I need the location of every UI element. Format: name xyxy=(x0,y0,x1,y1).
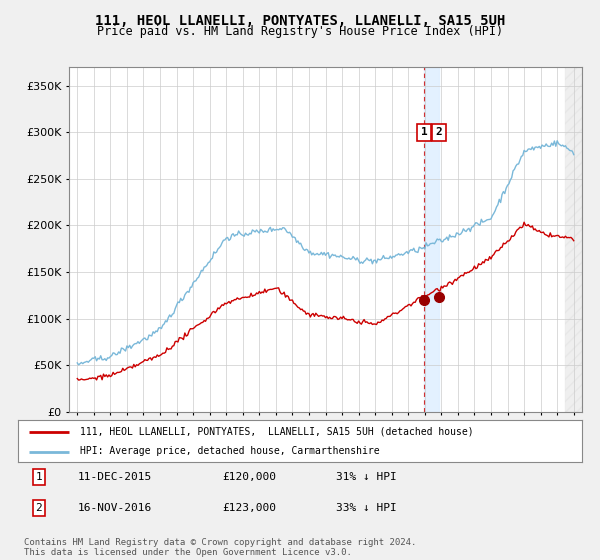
Text: HPI: Average price, detached house, Carmarthenshire: HPI: Average price, detached house, Carm… xyxy=(80,446,380,456)
Text: £120,000: £120,000 xyxy=(222,472,276,482)
Text: 16-NOV-2016: 16-NOV-2016 xyxy=(78,503,152,513)
Text: 33% ↓ HPI: 33% ↓ HPI xyxy=(336,503,397,513)
Bar xyxy=(424,67,439,412)
Text: £123,000: £123,000 xyxy=(222,503,276,513)
Text: 11-DEC-2015: 11-DEC-2015 xyxy=(78,472,152,482)
Text: 2: 2 xyxy=(35,503,43,513)
Text: 2: 2 xyxy=(436,127,443,137)
Text: Price paid vs. HM Land Registry's House Price Index (HPI): Price paid vs. HM Land Registry's House … xyxy=(97,25,503,38)
Text: 31% ↓ HPI: 31% ↓ HPI xyxy=(336,472,397,482)
Bar xyxy=(565,67,582,412)
Text: Contains HM Land Registry data © Crown copyright and database right 2024.
This d: Contains HM Land Registry data © Crown c… xyxy=(24,538,416,557)
Text: 1: 1 xyxy=(421,127,427,137)
Text: 111, HEOL LLANELLI, PONTYATES, LLANELLI, SA15 5UH: 111, HEOL LLANELLI, PONTYATES, LLANELLI,… xyxy=(95,14,505,28)
Text: 1: 1 xyxy=(35,472,43,482)
Text: 111, HEOL LLANELLI, PONTYATES,  LLANELLI, SA15 5UH (detached house): 111, HEOL LLANELLI, PONTYATES, LLANELLI,… xyxy=(80,427,473,437)
